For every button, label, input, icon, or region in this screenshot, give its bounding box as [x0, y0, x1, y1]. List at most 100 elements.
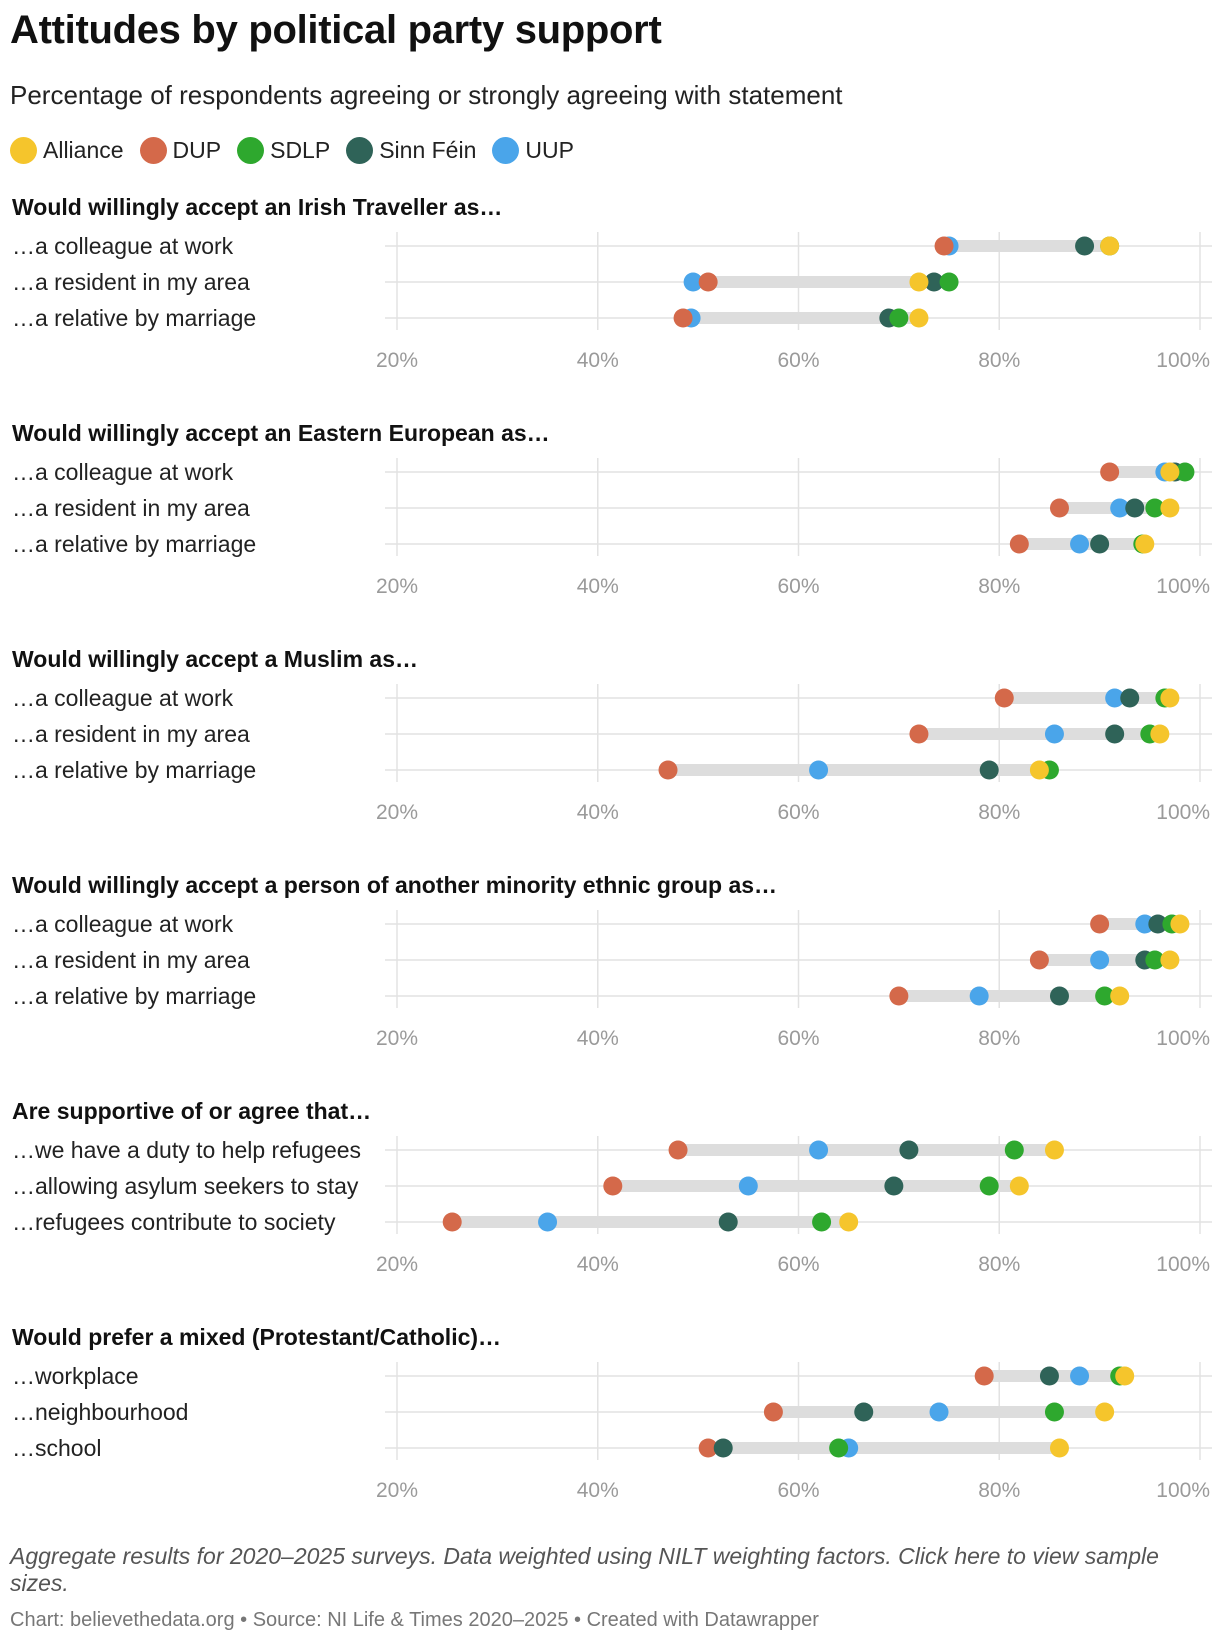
x-tick-label: 60%	[777, 1253, 819, 1276]
row-label: …a resident in my area	[12, 721, 250, 747]
dot-sinn-fein	[1090, 534, 1110, 554]
dot-dup	[658, 760, 678, 780]
panel-5: Are supportive of or agree that… …we have…	[12, 1098, 1212, 1276]
dot-sinn-fein	[1075, 236, 1095, 256]
legend-label-dup: DUP	[172, 137, 222, 163]
dot-alliance	[1160, 950, 1180, 970]
x-tick-label: 20%	[376, 1253, 418, 1276]
row-label: …a relative by marriage	[12, 983, 256, 1009]
x-tick-label: 40%	[577, 1253, 619, 1276]
legend-label-uup: UUP	[525, 137, 574, 163]
x-tick-label: 20%	[376, 1027, 418, 1050]
dot-sdlp	[939, 272, 959, 292]
dot-dup	[668, 1140, 688, 1160]
panel-heading: Would willingly accept a Muslim as…	[12, 646, 418, 672]
dot-sinn-fein	[713, 1438, 733, 1458]
dot-uup	[1044, 724, 1064, 744]
dot-dup	[698, 272, 718, 292]
row-label: …a resident in my area	[12, 269, 250, 295]
dot-alliance	[1135, 534, 1155, 554]
row-label: …a relative by marriage	[12, 531, 256, 557]
x-tick-label: 80%	[978, 1027, 1020, 1050]
dot-alliance	[1170, 914, 1190, 934]
dot-uup	[1110, 498, 1130, 518]
dot-sinn-fein	[1049, 986, 1069, 1006]
dot-dup	[763, 1402, 783, 1422]
dot-sdlp	[1145, 950, 1165, 970]
row-label: …neighbourhood	[12, 1399, 188, 1425]
x-tick-label: 80%	[978, 349, 1020, 372]
dot-dup	[1009, 534, 1029, 554]
dot-uup	[969, 986, 989, 1006]
dot-alliance	[1160, 462, 1180, 482]
x-tick-label: 60%	[777, 1479, 819, 1502]
dot-sinn-fein	[979, 760, 999, 780]
dot-alliance	[1095, 1402, 1115, 1422]
dot-uup	[929, 1402, 949, 1422]
x-tick-label: 60%	[777, 349, 819, 372]
dot-alliance	[1160, 498, 1180, 518]
dot-dup	[974, 1366, 994, 1386]
dot-dup	[909, 724, 929, 744]
legend-label-alliance: Alliance	[43, 137, 124, 163]
dot-uup	[1070, 1366, 1090, 1386]
dot-uup	[1070, 534, 1090, 554]
x-tick-label: 40%	[577, 1027, 619, 1050]
x-tick-label: 80%	[978, 575, 1020, 598]
dot-alliance	[1150, 724, 1170, 744]
panel-heading: Would willingly accept an Irish Travelle…	[12, 194, 502, 220]
dot-dup	[442, 1212, 462, 1232]
x-tick-label: 80%	[978, 1479, 1020, 1502]
dot-dup	[1090, 914, 1110, 934]
dot-sdlp	[1004, 1140, 1024, 1160]
legend-label-sinn-fein: Sinn Féin	[379, 137, 477, 163]
dot-sinn-fein	[854, 1402, 874, 1422]
row-label: …a resident in my area	[12, 947, 250, 973]
dot-uup	[683, 272, 703, 292]
dot-uup	[738, 1176, 758, 1196]
dot-sinn-fein	[1039, 1366, 1059, 1386]
dot-alliance	[1110, 986, 1130, 1006]
dot-sinn-fein	[1105, 724, 1125, 744]
dot-dup	[1029, 950, 1049, 970]
row-label: …a colleague at work	[12, 233, 234, 259]
dot-sinn-fein	[899, 1140, 919, 1160]
dot-uup	[809, 760, 829, 780]
dot-alliance	[1009, 1176, 1029, 1196]
dot-dup	[889, 986, 909, 1006]
dot-sdlp	[1095, 986, 1115, 1006]
row-label: …a colleague at work	[12, 911, 234, 937]
dot-sinn-fein	[1125, 498, 1145, 518]
dot-dup	[994, 688, 1014, 708]
footnote[interactable]: Aggregate results for 2020–2025 surveys.…	[10, 1543, 1159, 1596]
legend-item-uup: UUP	[492, 137, 574, 164]
dot-dup	[1100, 462, 1120, 482]
panel-heading: Would willingly accept an Eastern Europe…	[12, 420, 550, 446]
row-label: …a resident in my area	[12, 495, 250, 521]
x-tick-label: 20%	[376, 1479, 418, 1502]
row-label: …a colleague at work	[12, 685, 234, 711]
x-tick-label: 20%	[376, 349, 418, 372]
x-tick-label: 60%	[777, 801, 819, 824]
dot-dup	[934, 236, 954, 256]
panel-3: Would willingly accept a Muslim as… …a co…	[12, 646, 1212, 824]
panel-4: Would willingly accept a person of anoth…	[12, 872, 1212, 1050]
panel-heading: Would willingly accept a person of anoth…	[12, 872, 777, 898]
legend-swatch-sdlp	[237, 137, 265, 164]
panel-heading: Would prefer a mixed (Protestant/Catholi…	[12, 1324, 501, 1350]
row-label: …a colleague at work	[12, 459, 234, 485]
legend-swatch-sinn-fein	[346, 137, 374, 164]
dot-alliance	[1115, 1366, 1135, 1386]
x-tick-label: 60%	[777, 575, 819, 598]
page-title: Attitudes by political party support	[10, 8, 662, 52]
x-tick-label: 60%	[777, 1027, 819, 1050]
x-tick-label: 80%	[978, 801, 1020, 824]
panel-2: Would willingly accept an Eastern Europe…	[12, 420, 1212, 598]
dot-sinn-fein	[884, 1176, 904, 1196]
x-tick-label: 100%	[1156, 1253, 1210, 1276]
dot-uup	[1105, 688, 1125, 708]
dot-dup	[603, 1176, 623, 1196]
row-label: …a relative by marriage	[12, 305, 256, 331]
x-tick-label: 100%	[1156, 575, 1210, 598]
